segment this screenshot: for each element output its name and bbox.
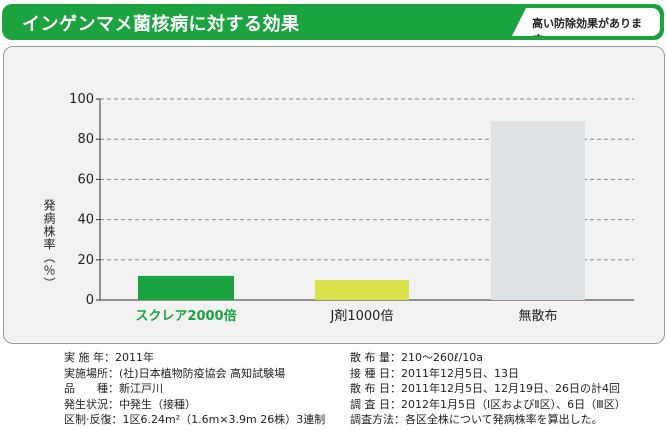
info-value: 2011年 — [115, 351, 154, 364]
bar-chart: 0 20 40 60 80 100 スクレア2000倍 J剤1000倍 無散布 — [69, 92, 634, 324]
info-row: 実施場所：(社)日本植物防疫協会 高知試験場 — [64, 366, 286, 380]
info-label: 品 種 — [64, 382, 108, 395]
info-label: 発生状況 — [64, 397, 108, 411]
bar — [138, 275, 234, 300]
trial-info-right: 散 布 量：210〜260ℓ/10a 接 種 日：2011年12月5日、13日 … — [350, 350, 626, 428]
y-tick-label: 80 — [77, 132, 94, 147]
info-value: 2011年12月5日、12月19日、26日の計4回 — [401, 382, 620, 395]
info-value: 新江戸川 — [119, 382, 163, 395]
x-category-label: 無散布 — [518, 309, 557, 324]
y-axis-label: 発病株率（％） — [42, 199, 56, 290]
x-category-label: J剤1000倍 — [330, 308, 394, 324]
y-tick-label: 20 — [77, 253, 94, 268]
info-row: 接 種 日：2011年12月5日、13日 — [350, 366, 519, 380]
info-row: 調査方法：各区全株について発病株率を算出した。 — [350, 413, 603, 426]
info-row: 調 査 日：2012年1月5日（Ⅰ区およびⅡ区）、6日（Ⅲ区） — [350, 397, 626, 411]
info-value: 1区6.24m²（1.6m×3.9m 26株）3連制 — [122, 413, 326, 426]
info-row: 実 施 年：2011年 — [64, 351, 154, 364]
info-value: 210〜260ℓ/10a — [401, 351, 483, 364]
summary-tag: 高い防除効果があります。 — [512, 8, 660, 36]
info-row: 発生状況：中発生（接種） — [64, 397, 196, 411]
y-tick-label: 0 — [86, 293, 94, 308]
page-title: インゲンマメ菌核病に対する効果 — [22, 14, 300, 35]
info-row: 品 種：新江戸川 — [64, 382, 163, 395]
info-label: 調 査 日 — [350, 397, 390, 411]
info-value: (社)日本植物防疫協会 高知試験場 — [119, 366, 286, 380]
summary-tag-text: 高い防除効果があります。 — [532, 17, 642, 46]
info-label: 散 布 日 — [350, 382, 390, 395]
x-category-label: スクレア2000倍 — [135, 308, 236, 324]
trial-info-left: 実 施 年：2011年 実施場所：(社)日本植物防疫協会 高知試験場 品 種：新… — [64, 350, 325, 428]
chart-panel: 0 20 40 60 80 100 スクレア2000倍 J剤1000倍 無散布 発病株率（％） — [3, 46, 665, 344]
info-label: 実施場所 — [64, 366, 108, 380]
info-value: 2011年12月5日、13日 — [401, 366, 519, 380]
info-value: 中発生（接種） — [119, 397, 196, 411]
y-tick-label: 40 — [77, 213, 94, 228]
info-value: 2012年1月5日（Ⅰ区およびⅡ区）、6日（Ⅲ区） — [401, 397, 626, 411]
info-value: 各区全株について発病株率を算出した。 — [405, 413, 603, 426]
y-tick-label: 60 — [77, 172, 94, 187]
title-banner: インゲンマメ菌核病に対する効果 高い防除効果があります。 — [2, 4, 664, 40]
info-row: 散 布 日：2011年12月5日、12月19日、26日の計4回 — [350, 382, 620, 395]
y-tick-label: 100 — [69, 92, 94, 107]
info-label: 接 種 日 — [350, 366, 390, 380]
info-row: 散 布 量：210〜260ℓ/10a — [350, 351, 483, 364]
bar — [315, 279, 409, 300]
info-label: 実 施 年 — [64, 351, 104, 364]
info-label: 調査方法 — [350, 413, 394, 426]
info-row: 区制·反復：1区6.24m²（1.6m×3.9m 26株）3連制 — [64, 413, 326, 426]
info-label: 区制·反復 — [64, 413, 112, 426]
info-label: 散 布 量 — [350, 351, 390, 364]
bar — [491, 121, 585, 300]
